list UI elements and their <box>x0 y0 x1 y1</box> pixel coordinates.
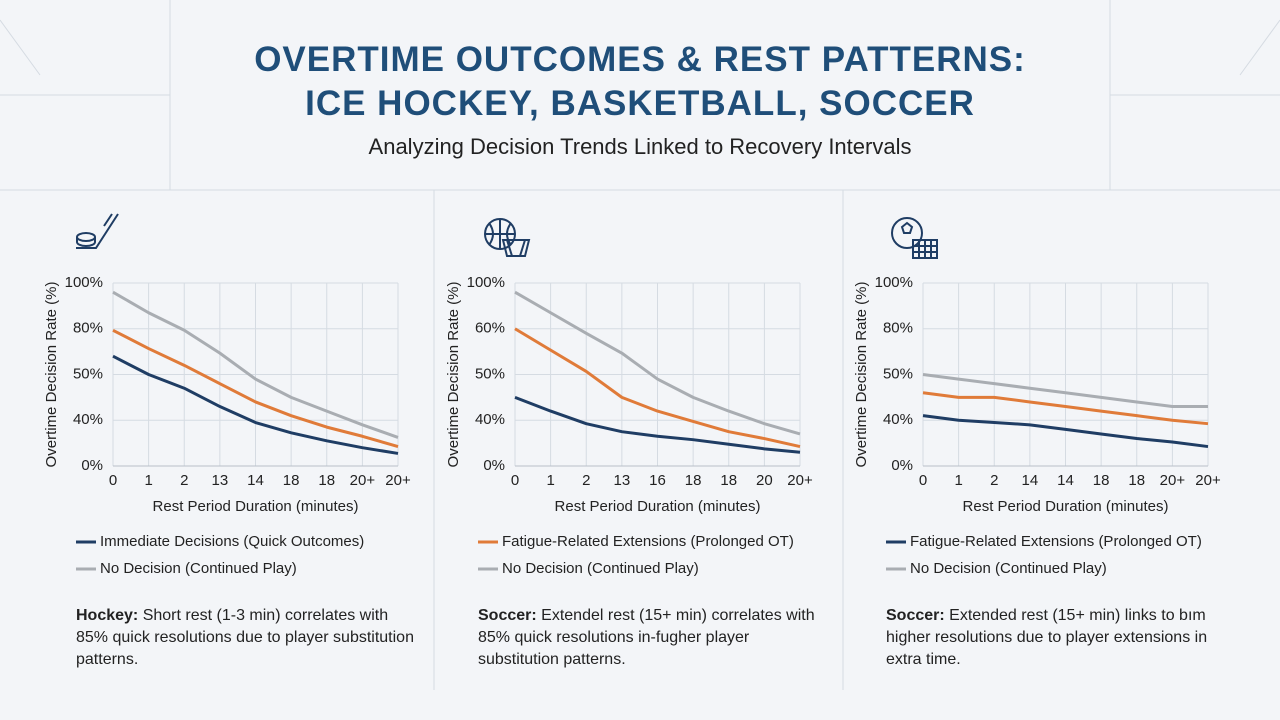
x-tick-label: 20+ <box>1160 472 1186 489</box>
annotation-text: Extended rest (15+ min) links to bım hig… <box>886 607 1208 668</box>
y-tick-label: 40% <box>475 411 505 428</box>
legend-label: Fatigue-Related Extensions (Prolonged OT… <box>502 533 794 550</box>
y-tick-label: 50% <box>883 365 913 382</box>
x-tick-label: 0 <box>109 472 117 489</box>
y-tick-label: 40% <box>73 411 103 428</box>
title-line: ICE HOCKEY, BASKETBALL, SOCCER <box>305 84 975 123</box>
y-axis-label: Overtime Decision Rate (%) <box>445 282 462 468</box>
series-line <box>514 327 801 449</box>
y-axis-label: Overtime Decision Rate (%) <box>43 282 60 468</box>
x-tick-label: 1 <box>144 472 152 489</box>
y-tick-label: 100% <box>467 274 505 291</box>
x-tick-label: 18 <box>283 472 300 489</box>
x-tick-label: 16 <box>649 472 666 489</box>
soccer-icon <box>891 217 938 259</box>
series-line <box>922 391 1209 426</box>
series-line <box>514 290 801 436</box>
annotation: Soccer: Extendel rest (15+ min) correlat… <box>478 605 818 671</box>
y-tick-label: 40% <box>883 411 913 428</box>
decoration <box>0 0 1280 690</box>
subtitle: Analyzing Decision Trends Linked to Reco… <box>368 134 912 159</box>
annotation-text: Extendel rest (15+ min) correlates with … <box>478 607 815 668</box>
x-tick-label: 0 <box>511 472 519 489</box>
y-tick-label: 100% <box>875 274 913 291</box>
x-axis-label: Rest Period Duration (minutes) <box>555 498 761 515</box>
x-tick-label: 14 <box>247 472 264 489</box>
y-tick-label: 80% <box>73 320 103 337</box>
annotation-title: Hockey: <box>76 607 139 624</box>
annotation-text: Short rest (1-3 min) correlates with 85%… <box>76 607 414 668</box>
series-line <box>112 290 399 439</box>
x-tick-label: 13 <box>212 472 229 489</box>
annotation-title: Soccer: <box>886 607 945 624</box>
hockey-icon <box>76 213 119 249</box>
y-tick-label: 50% <box>73 365 103 382</box>
x-tick-label: 18 <box>1128 472 1145 489</box>
x-tick-label: 13 <box>614 472 631 489</box>
x-tick-label: 1 <box>954 472 962 489</box>
annotation: Soccer: Extended rest (15+ min) links to… <box>886 605 1226 671</box>
y-tick-label: 0% <box>891 457 913 474</box>
x-tick-label: 2 <box>582 472 590 489</box>
series-line <box>514 395 801 454</box>
x-tick-label: 18 <box>685 472 702 489</box>
legend-label: No Decision (Continued Play) <box>910 560 1107 577</box>
series-line <box>922 373 1208 409</box>
legend-label: No Decision (Continued Play) <box>100 560 297 577</box>
x-tick-label: 20+ <box>1195 472 1221 489</box>
title-line: OVERTIME OUTCOMES & REST PATTERNS: <box>254 40 1026 79</box>
y-tick-label: 100% <box>65 274 103 291</box>
x-tick-label: 14 <box>1022 472 1039 489</box>
y-tick-label: 50% <box>475 365 505 382</box>
legend-label: Fatigue-Related Extensions (Prolonged OT… <box>910 533 1202 550</box>
x-tick-label: 18 <box>720 472 737 489</box>
legend-label: Immediate Decisions (Quick Outcomes) <box>100 533 364 550</box>
series-line <box>112 328 399 448</box>
x-tick-label: 2 <box>180 472 188 489</box>
annotation: Hockey: Short rest (1-3 min) correlates … <box>76 605 416 671</box>
x-tick-label: 0 <box>919 472 927 489</box>
legend-label: No Decision (Continued Play) <box>502 560 699 577</box>
y-tick-label: 60% <box>475 320 505 337</box>
x-axis-label: Rest Period Duration (minutes) <box>963 498 1169 515</box>
annotation-title: Soccer: <box>478 607 537 624</box>
x-tick-label: 20 <box>756 472 773 489</box>
basketball-icon <box>484 218 531 257</box>
x-tick-label: 20+ <box>385 472 411 489</box>
y-tick-label: 0% <box>81 457 103 474</box>
x-tick-label: 1 <box>546 472 554 489</box>
series-line <box>922 414 1209 449</box>
y-tick-label: 0% <box>483 457 505 474</box>
x-tick-label: 20+ <box>350 472 376 489</box>
x-tick-label: 18 <box>318 472 335 489</box>
x-axis-label: Rest Period Duration (minutes) <box>153 498 359 515</box>
y-axis-label: Overtime Decision Rate (%) <box>853 282 870 468</box>
series-line <box>112 354 399 455</box>
x-tick-label: 20+ <box>787 472 813 489</box>
x-tick-label: 18 <box>1093 472 1110 489</box>
y-tick-label: 80% <box>883 320 913 337</box>
x-tick-label: 2 <box>990 472 998 489</box>
x-tick-label: 14 <box>1057 472 1074 489</box>
